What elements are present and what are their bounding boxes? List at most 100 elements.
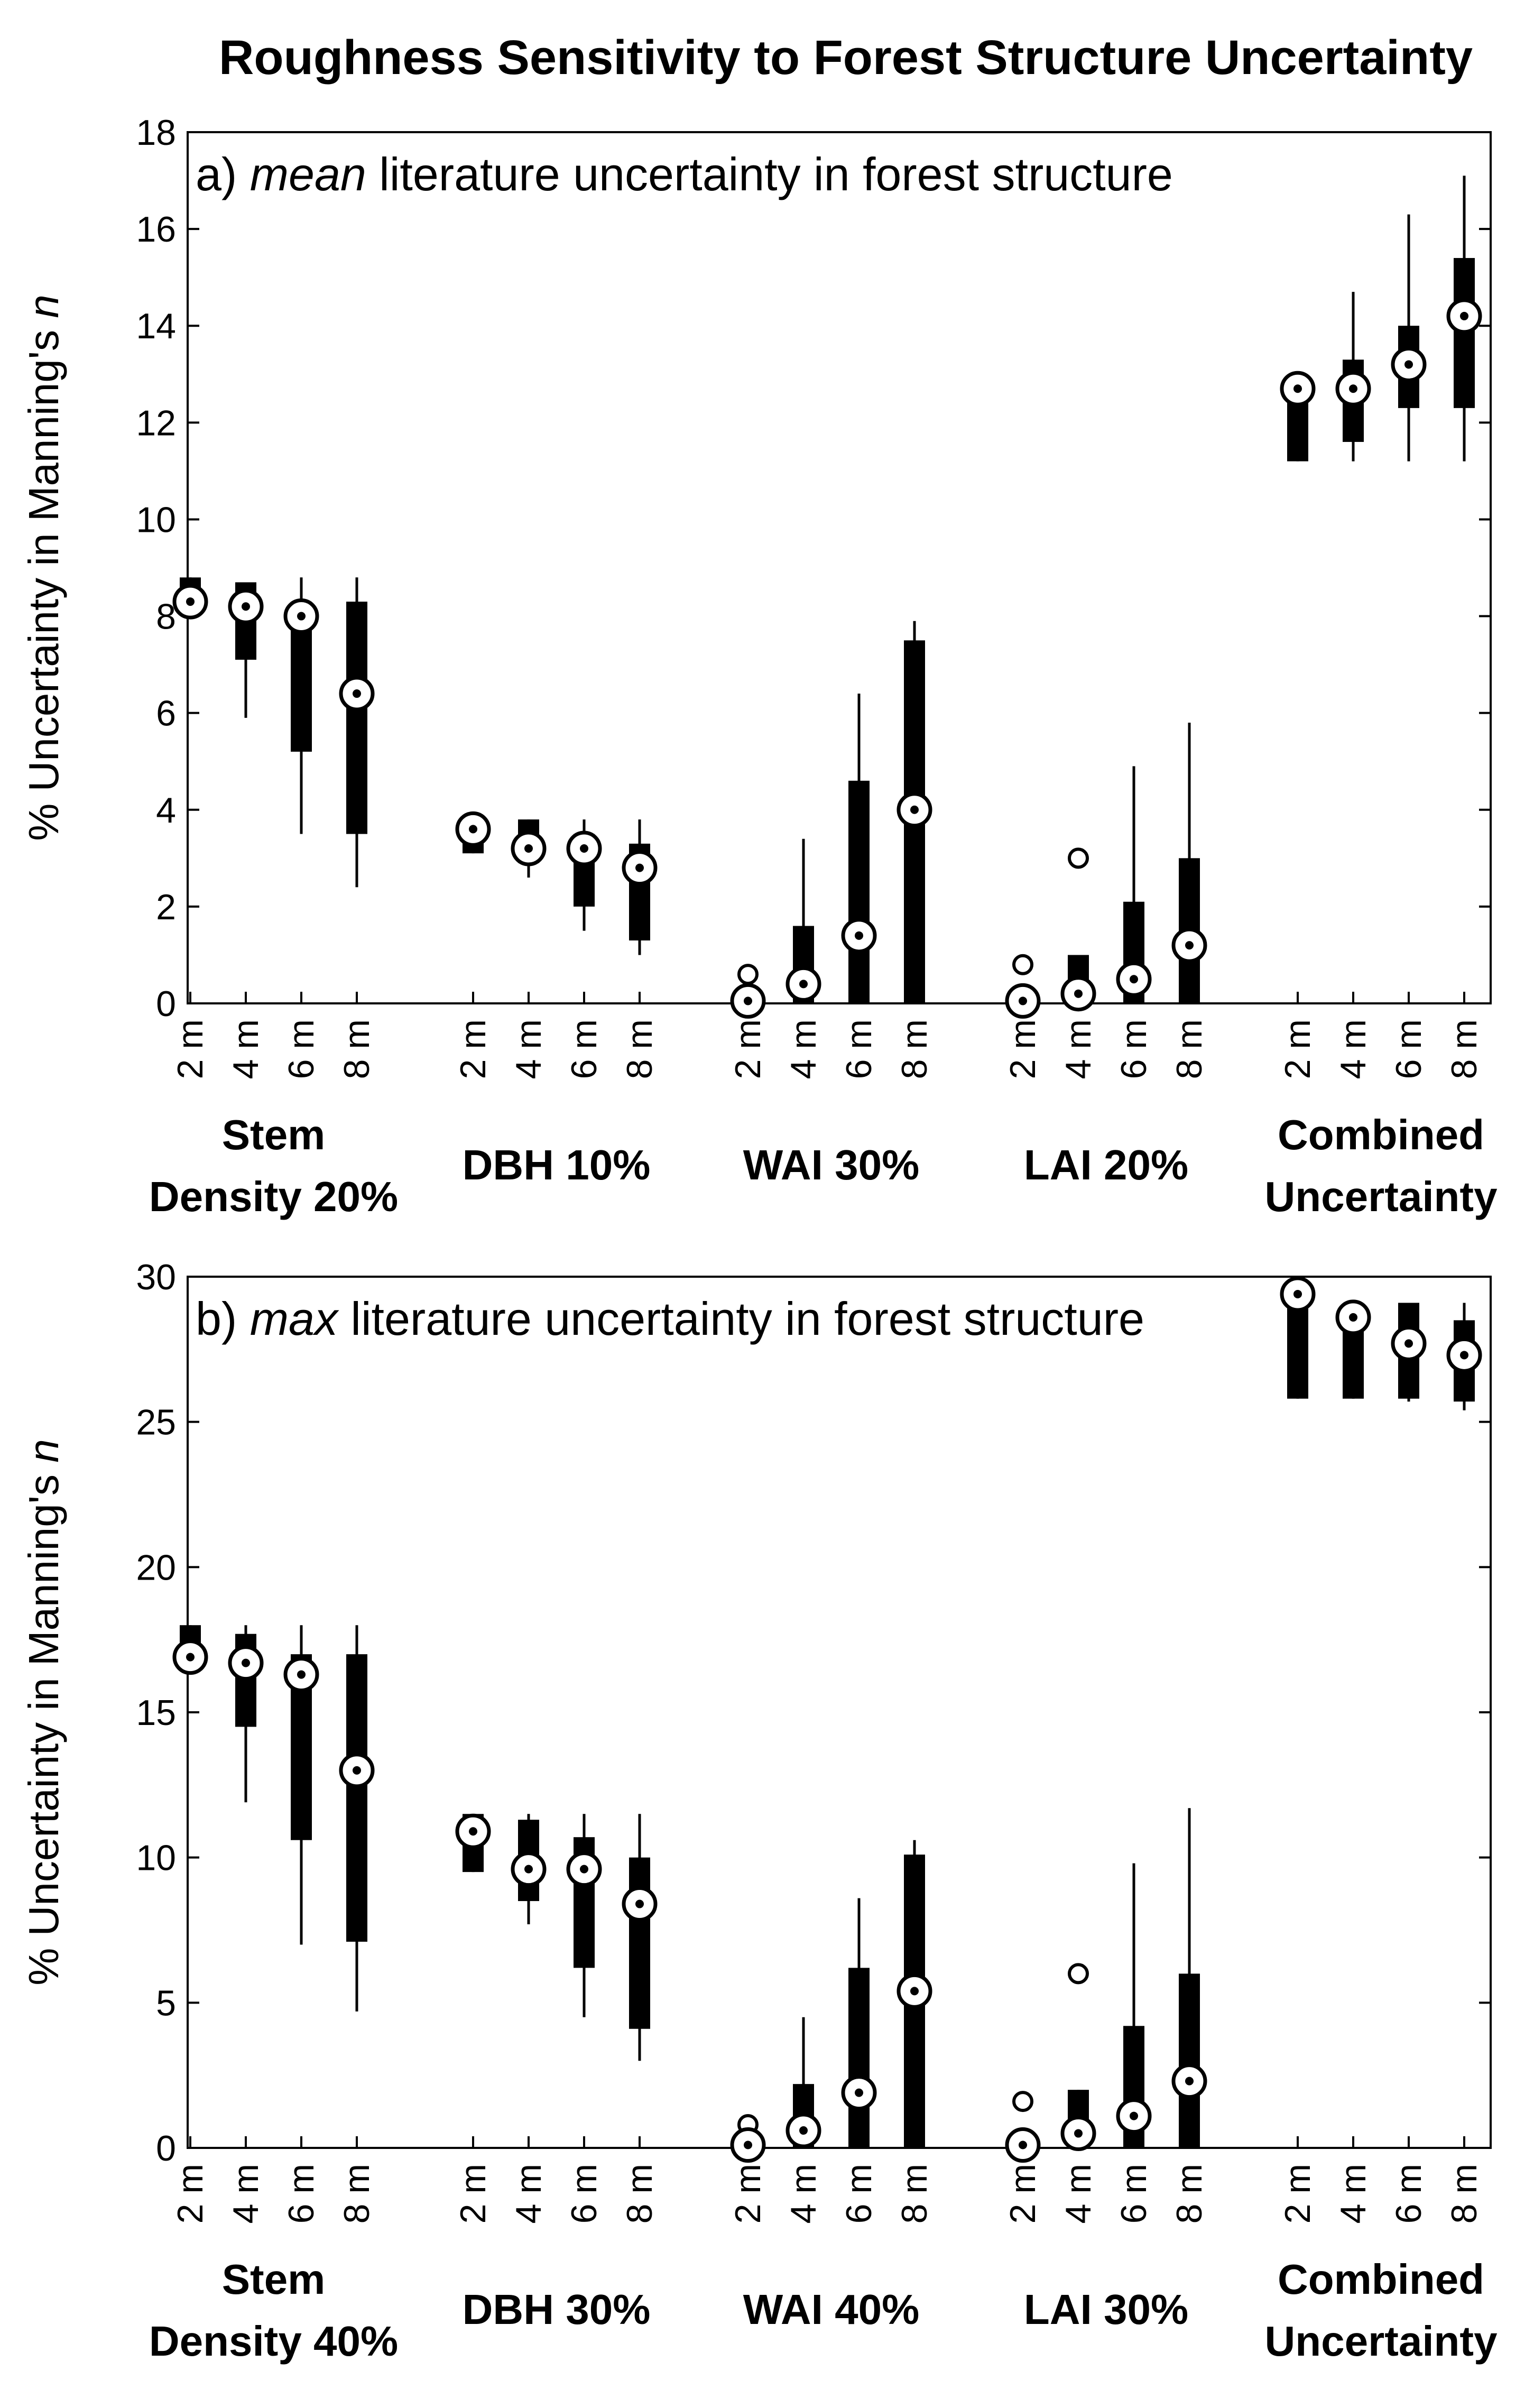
panel-title: b) max literature uncertainty in forest … bbox=[196, 1293, 1144, 1345]
box-iqr bbox=[346, 602, 367, 834]
box-0-1: 4 m bbox=[226, 1625, 266, 2224]
median-dot bbox=[353, 689, 361, 698]
x-tick-label: 2 m bbox=[1278, 2164, 1318, 2224]
box-1-1: 4 m bbox=[509, 819, 549, 1079]
box-3-0: 2 m bbox=[1003, 2091, 1043, 2224]
box-3-3: 8 m bbox=[1169, 722, 1209, 1079]
x-tick-label: 2 m bbox=[1003, 1019, 1043, 1079]
y-tick-label: 14 bbox=[136, 306, 176, 346]
box-iqr bbox=[1179, 1973, 1200, 2148]
median-dot bbox=[635, 1899, 644, 1908]
median-dot bbox=[524, 1865, 533, 1874]
box-2-2: 6 m bbox=[839, 694, 879, 1079]
box-iqr bbox=[848, 1968, 870, 2148]
box-4-1: 4 m bbox=[1333, 292, 1373, 1079]
box-2-0: 2 m bbox=[728, 2114, 768, 2224]
group-label-line2: Uncertainty bbox=[1264, 1173, 1498, 1220]
median-dot bbox=[1074, 2129, 1083, 2138]
median-dot bbox=[799, 2126, 808, 2135]
box-0-0: 2 m bbox=[170, 1625, 210, 2224]
box-3-3: 8 m bbox=[1169, 1808, 1209, 2224]
y-axis-label-variable: n bbox=[20, 294, 67, 318]
x-tick-label: 6 m bbox=[1389, 1019, 1429, 1079]
median-dot bbox=[1130, 2111, 1138, 2120]
x-tick-label: 2 m bbox=[170, 1019, 210, 1079]
box-2-3: 8 m bbox=[894, 1840, 935, 2224]
box-3-0: 2 m bbox=[1003, 954, 1043, 1079]
x-tick-label: 4 m bbox=[1333, 1019, 1373, 1079]
median-dot bbox=[1460, 311, 1468, 320]
group-label-line2: Density 20% bbox=[149, 1173, 398, 1220]
x-tick-label: 4 m bbox=[509, 1019, 549, 1079]
group-label: WAI 40% bbox=[743, 2286, 919, 2333]
figure-title: Roughness Sensitivity to Forest Structur… bbox=[219, 31, 1473, 85]
box-0-3: 8 m bbox=[337, 1625, 377, 2224]
box-1-1: 4 m bbox=[509, 1814, 549, 2224]
box-4-0: 2 m bbox=[1278, 1276, 1318, 2224]
group-label-line1: Stem bbox=[222, 1111, 326, 1158]
median-dot bbox=[1019, 2141, 1027, 2149]
x-tick-label: 2 m bbox=[728, 1019, 768, 1079]
y-axis-label: % Uncertainty in Manning's n bbox=[20, 294, 67, 841]
y-tick-label: 18 bbox=[136, 113, 176, 153]
median-dot bbox=[469, 825, 477, 834]
box-2-1: 4 m bbox=[783, 838, 824, 1079]
median-dot bbox=[580, 844, 588, 853]
box-4-3: 8 m bbox=[1444, 1303, 1484, 2224]
x-tick-label: 8 m bbox=[1444, 1019, 1484, 1079]
axes-frame bbox=[187, 131, 1492, 1004]
median-dot bbox=[1460, 1351, 1468, 1360]
group-label: LAI 30% bbox=[1024, 2286, 1188, 2333]
median-dot bbox=[635, 863, 644, 872]
x-tick-label: 6 m bbox=[564, 1019, 604, 1079]
median-dot bbox=[855, 2088, 863, 2097]
median-dot bbox=[799, 980, 808, 989]
y-tick-label: 12 bbox=[136, 403, 176, 443]
box-0-2: 6 m bbox=[281, 1625, 321, 2224]
box-2-0: 2 m bbox=[728, 964, 768, 1079]
group-label-line2: Density 40% bbox=[149, 2318, 398, 2365]
box-iqr bbox=[629, 1857, 650, 2029]
x-tick-label: 2 m bbox=[453, 1019, 493, 1079]
panel-title-rest: literature uncertainty in forest structu… bbox=[338, 1293, 1144, 1345]
outlier-point bbox=[1012, 2091, 1033, 2112]
x-tick-label: 4 m bbox=[1333, 2164, 1373, 2224]
median-dot bbox=[744, 997, 752, 1005]
x-tick-label: 8 m bbox=[894, 2164, 935, 2224]
box-4-2: 6 m bbox=[1389, 1303, 1429, 2224]
box-1-2: 6 m bbox=[564, 1814, 604, 2224]
median-dot bbox=[297, 1670, 306, 1679]
median-dot bbox=[524, 844, 533, 853]
y-tick-label: 0 bbox=[156, 2128, 176, 2169]
y-tick-label: 4 bbox=[156, 790, 176, 831]
box-1-0: 2 m bbox=[453, 811, 493, 1079]
box-3-1: 4 m bbox=[1058, 1963, 1098, 2224]
box-1-0: 2 m bbox=[453, 1813, 493, 2224]
box-1-3: 8 m bbox=[620, 1814, 660, 2224]
group-label-line1: Combined bbox=[1278, 2256, 1484, 2303]
median-dot bbox=[1349, 384, 1357, 393]
median-dot bbox=[469, 1827, 477, 1836]
median-dot bbox=[1130, 975, 1138, 984]
y-tick-label: 6 bbox=[156, 694, 176, 734]
box-2-3: 8 m bbox=[894, 621, 935, 1079]
group-label: DBH 10% bbox=[463, 1141, 651, 1188]
y-tick-label: 0 bbox=[156, 984, 176, 1024]
median-dot bbox=[855, 931, 863, 940]
x-tick-label: 4 m bbox=[226, 1019, 266, 1079]
median-dot bbox=[1349, 1313, 1357, 1322]
x-tick-label: 2 m bbox=[453, 2164, 493, 2224]
group-label: DBH 30% bbox=[463, 2286, 651, 2333]
x-tick-label: 2 m bbox=[1003, 2164, 1043, 2224]
group-label-line1: Combined bbox=[1278, 1111, 1484, 1158]
x-tick-label: 4 m bbox=[226, 2164, 266, 2224]
x-tick-label: 4 m bbox=[783, 1019, 824, 1079]
box-3-2: 6 m bbox=[1114, 1863, 1154, 2224]
box-iqr bbox=[346, 1654, 367, 1942]
median-dot bbox=[1404, 360, 1413, 369]
box-0-2: 6 m bbox=[281, 577, 321, 1079]
median-dot bbox=[353, 1766, 361, 1775]
y-tick-label: 15 bbox=[136, 1693, 176, 1733]
median-dot bbox=[1293, 1289, 1302, 1298]
